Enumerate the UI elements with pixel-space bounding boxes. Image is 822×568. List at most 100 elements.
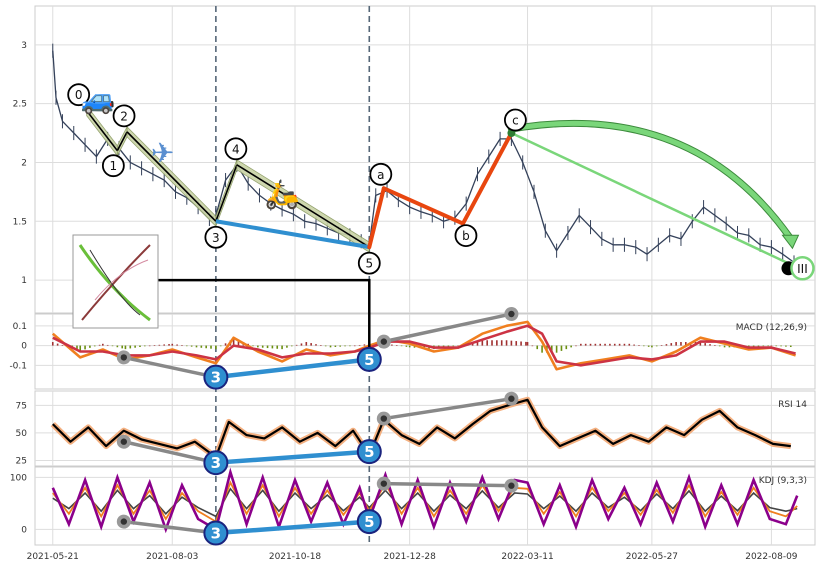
wave-label-5-text: 5 <box>365 257 373 271</box>
macd-hist-bar <box>168 344 170 346</box>
macd-hist-bar <box>790 346 792 347</box>
kdj-gray-dot-core <box>121 518 127 524</box>
kdj-gray-line <box>384 484 512 486</box>
macd-hist-bar <box>651 346 653 348</box>
macd-hist-bar <box>107 345 109 346</box>
wave-label-c-text: c <box>512 114 519 128</box>
macd-hist-bar <box>619 344 621 346</box>
macd-hist-bar <box>181 345 183 346</box>
x-tick-label: 2022-08-09 <box>745 552 798 562</box>
macd-hist-bar <box>771 346 773 347</box>
macd-hist-bar <box>556 346 558 353</box>
macd-hist-bar <box>536 346 538 350</box>
macd-hist-bar <box>406 346 408 347</box>
macd-hist-bar <box>359 345 361 346</box>
macd-hist-bar <box>291 346 293 347</box>
macd-hist-bar <box>396 345 398 346</box>
kdj-label: KDJ (9,3,3) <box>759 476 807 486</box>
macd-hist-bar <box>561 346 563 351</box>
car-icon: 🚙 <box>81 82 116 115</box>
macd-hist-bar <box>121 346 123 349</box>
kdj-ytick-label: 0 <box>21 525 27 535</box>
macd-hist-bar <box>532 346 534 347</box>
macd-hist-bar <box>763 346 765 347</box>
macd-hist-bar <box>656 346 658 347</box>
macd-hist-bar <box>112 346 114 347</box>
macd-hist-bar <box>638 345 640 346</box>
macd-hist-bar <box>633 345 635 346</box>
rsi-blue-badge-label: 3 <box>211 454 221 472</box>
wave-label-a: a <box>370 164 391 185</box>
macd-hist-bar <box>325 346 327 347</box>
kdj-ytick-label: 100 <box>10 473 27 483</box>
wave-label-a-text: a <box>377 168 384 182</box>
macd-hist-bar <box>496 340 498 345</box>
macd-hist-bar <box>301 343 303 345</box>
wave-label-b: b <box>455 225 476 246</box>
scooter-icon: 🛵 <box>265 178 300 211</box>
macd-hist-bar <box>566 346 568 350</box>
rsi-ytick-label: 75 <box>16 401 27 411</box>
macd-hist-bar <box>171 344 173 346</box>
macd-hist-bar <box>176 345 178 346</box>
macd-hist-bar <box>186 346 188 347</box>
macd-hist-bar <box>339 346 341 347</box>
macd-hist-bar <box>585 344 587 346</box>
macd-hist-bar <box>604 344 606 346</box>
macd-hist-bar <box>525 342 527 346</box>
macd-ytick-label: 0.1 <box>13 322 27 332</box>
macd-hist-bar <box>527 342 529 346</box>
end-label: III <box>797 262 808 276</box>
macd-hist-bar <box>330 346 332 348</box>
kdj-blue-badge-label: 3 <box>211 525 221 543</box>
macd-label: MACD (12,26,9) <box>736 323 807 333</box>
rsi-ytick-label: 50 <box>16 429 28 439</box>
price-ytick-label: 2.5 <box>13 100 27 110</box>
macd-hist-bar <box>401 346 403 347</box>
macd-hist-bar <box>344 346 346 347</box>
wave-label-3: 3 <box>205 227 226 248</box>
macd-hist-bar <box>262 346 264 348</box>
macd-hist-bar <box>335 346 337 347</box>
macd-hist-bar <box>643 346 645 347</box>
macd-hist-bar <box>666 344 668 345</box>
wave-label-5: 5 <box>359 253 380 274</box>
x-tick-label: 2022-05-27 <box>626 552 678 562</box>
airplane-icon: ✈ <box>151 136 174 169</box>
wave-label-2: 2 <box>114 105 135 126</box>
macd-hist-bar <box>99 345 101 346</box>
macd-hist-bar <box>201 346 203 348</box>
kdj-blue-badge-label: 5 <box>364 513 374 531</box>
x-tick-label: 2021-12-28 <box>384 552 437 562</box>
macd-hist-bar <box>196 346 198 348</box>
price-ytick-label: 2 <box>21 158 27 168</box>
macd-hist-bar <box>154 345 156 346</box>
macd-hist-bar <box>149 346 151 347</box>
macd-gray-dot-core <box>508 311 514 317</box>
price-ytick-label: 1.5 <box>13 217 27 227</box>
macd-hist-bar <box>276 346 278 349</box>
macd-hist-bar <box>191 346 193 347</box>
macd-hist-bar <box>675 342 677 346</box>
rsi-gray-dot-core <box>508 396 514 402</box>
macd-hist-bar <box>767 346 769 347</box>
macd-blue-badge-label: 3 <box>211 369 221 387</box>
macd-hist-bar <box>349 346 351 347</box>
wave-label-3-text: 3 <box>212 231 220 245</box>
kdj-gray-dot-core <box>381 480 387 486</box>
macd-hist-bar <box>62 345 64 346</box>
macd-hist-bar <box>541 346 543 353</box>
macd-hist-bar <box>220 346 222 347</box>
wave-label-4-text: 4 <box>232 142 240 156</box>
wave-label-1: 1 <box>103 155 124 176</box>
kdj-gray-dot-core <box>508 483 514 489</box>
macd-hist-bar <box>501 340 503 345</box>
macd-hist-bar <box>709 344 711 345</box>
macd-hist-bar <box>144 346 146 347</box>
macd-hist-bar <box>210 346 212 349</box>
macd-hist-bar <box>719 346 721 347</box>
macd-hist-bar <box>648 346 650 347</box>
macd-hist-bar <box>320 345 322 346</box>
macd-ytick-label: -0.1 <box>9 361 27 371</box>
